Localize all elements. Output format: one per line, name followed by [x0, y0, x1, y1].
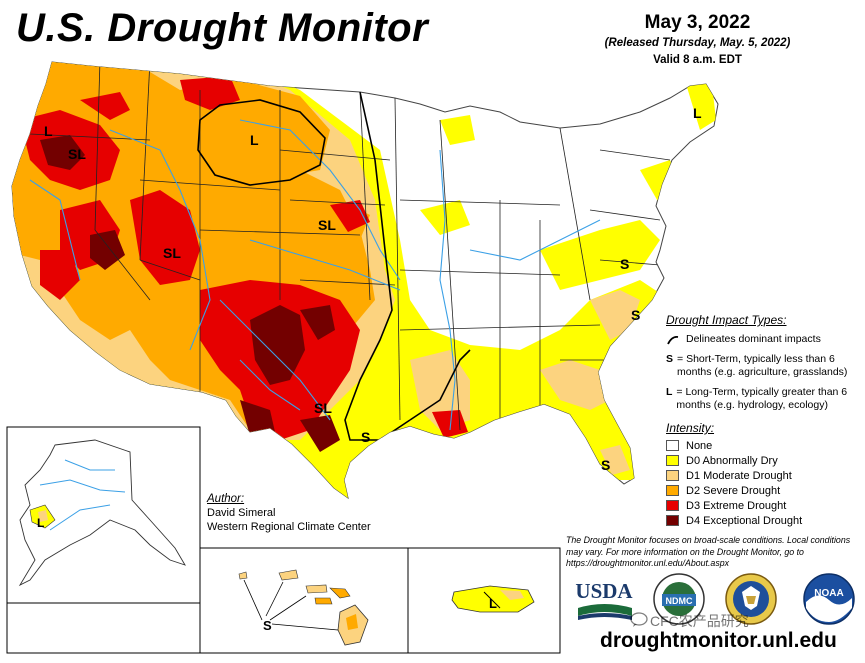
label-hawaii: S	[263, 618, 272, 633]
map-title: U.S. Drought Monitor	[16, 6, 429, 50]
department-of-commerce-seal	[725, 573, 777, 625]
partner-logos: USDA NDMC NOAA	[574, 572, 860, 628]
author-org: Western Regional Climate Center	[207, 521, 371, 533]
author-block: Author: David Simeral Western Regional C…	[207, 492, 371, 534]
impact-text-short-term: = Short-Term, typically less than 6 mont…	[677, 353, 848, 378]
legend-swatch	[666, 440, 679, 451]
legend-label: D4 Exceptional Drought	[686, 514, 803, 527]
impact-types-heading: Drought Impact Types:	[666, 313, 787, 327]
puerto-rico-inset: L	[407, 547, 561, 654]
label-washington: L	[44, 123, 53, 139]
intensity-legend: Intensity: None D0 Abnormally Dry D1 Mod…	[666, 421, 862, 528]
state-borders	[29, 62, 671, 431]
label-texas: SL	[314, 400, 332, 416]
author-heading: Author:	[207, 493, 245, 505]
delineation-line-icon	[667, 335, 679, 345]
svg-text:NOAA: NOAA	[814, 588, 843, 599]
legend-item-d0: D0 Abnormally Dry	[666, 453, 862, 468]
impact-row-delineates: Delineates dominant impacts	[666, 333, 862, 346]
date-block: May 3, 2022 (Released Thursday, May. 5, …	[585, 12, 810, 66]
legend-item-d4: D4 Exceptional Drought	[666, 513, 862, 528]
impact-delineation-lines	[197, 91, 471, 441]
valid-time: Valid 8 a.m. EDT	[653, 54, 742, 66]
svg-text:NDMC: NDMC	[666, 596, 693, 606]
legend-item-d1: D1 Moderate Drought	[666, 468, 862, 483]
label-maine: L	[693, 105, 702, 121]
author-name: David Simeral	[207, 507, 276, 519]
website-url[interactable]: droughtmonitor.unl.edu	[600, 629, 837, 652]
legend-swatch	[666, 455, 679, 466]
usda-logo: USDA	[575, 579, 633, 620]
legend-swatch	[666, 485, 679, 496]
intensity-heading: Intensity:	[666, 421, 715, 435]
release-date: (Released Thursday, May. 5, 2022)	[604, 37, 791, 49]
legend-item-d3: D3 Extreme Drought	[666, 498, 862, 513]
alaska-inset: L	[6, 426, 201, 654]
hawaii-inset: S	[199, 547, 409, 654]
label-virginia: S	[620, 256, 629, 272]
label-florida: S	[601, 457, 610, 473]
svg-text:USDA: USDA	[575, 579, 633, 603]
label-oregon: SL	[68, 146, 86, 162]
impact-key-s: S	[666, 353, 674, 365]
label-texas-coast: S	[361, 429, 370, 445]
label-utah: SL	[163, 245, 181, 261]
impact-text-delineates: Delineates dominant impacts	[686, 333, 821, 345]
label-carolina: S	[631, 307, 640, 323]
info-note: The Drought Monitor focuses on broad-sca…	[566, 535, 851, 568]
chat-bubble-icon	[630, 612, 648, 627]
legend-label: None	[686, 439, 713, 452]
impact-row-long-term: L = Long-Term, typically greater than 6 …	[666, 386, 862, 412]
impact-labels: SL L L SL SL SL S S S S L	[44, 105, 702, 473]
label-nebraska: SL	[318, 217, 336, 233]
legend-label: D3 Extreme Drought	[686, 499, 787, 512]
impact-key-l: L	[666, 386, 673, 398]
legend-swatch	[666, 470, 679, 481]
watermark-text: CFC农产品研究	[650, 613, 749, 629]
impact-text-long-term: = Long-Term, typically greater than 6 mo…	[676, 386, 848, 411]
impact-row-short-term: S = Short-Term, typically less than 6 mo…	[666, 353, 862, 379]
legend-swatch	[666, 500, 679, 511]
rivers	[29, 119, 601, 431]
label-montana: L	[250, 132, 259, 148]
impact-types-legend: Drought Impact Types: Delineates dominan…	[666, 313, 862, 419]
legend-label: D1 Moderate Drought	[686, 469, 792, 482]
label-alaska: L	[37, 516, 44, 530]
legend-item-none: None	[666, 438, 862, 453]
legend-label: D2 Severe Drought	[686, 484, 781, 497]
legend-swatch	[666, 515, 679, 526]
label-puerto-rico: L	[489, 596, 497, 611]
map-date: May 3, 2022	[644, 12, 751, 33]
legend-item-d2: D2 Severe Drought	[666, 483, 862, 498]
noaa-logo: NOAA	[803, 573, 855, 625]
legend-label: D0 Abnormally Dry	[686, 454, 778, 467]
ndmc-logo: NDMC	[653, 573, 705, 625]
